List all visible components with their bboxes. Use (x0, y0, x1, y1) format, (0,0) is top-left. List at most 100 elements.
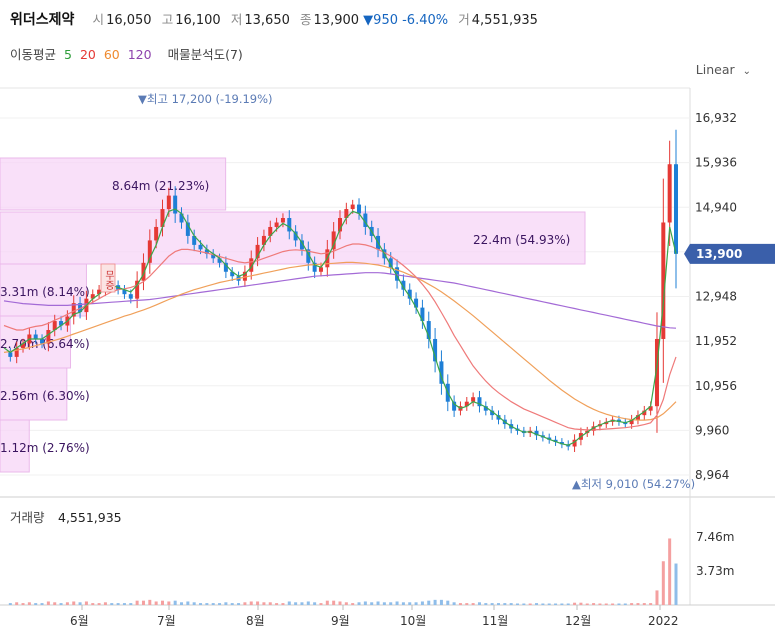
volume-bar (458, 603, 462, 605)
volume-bar (433, 599, 437, 605)
low-label: 저 (230, 12, 243, 27)
volume-bar (21, 603, 25, 605)
volume-bar (642, 603, 646, 605)
volume-bar (503, 603, 507, 605)
candle-body (185, 222, 190, 236)
candle-body (496, 415, 501, 420)
volume-bar (103, 602, 107, 605)
candle-body (52, 321, 57, 331)
candle-body (604, 421, 609, 425)
ma60-legend[interactable]: 60 (103, 47, 120, 62)
candle-body (635, 415, 640, 420)
price-change: ▼950 -6.40% (363, 13, 449, 28)
candle-body (33, 334, 38, 339)
price-tick-label: 9,960 (695, 423, 729, 437)
volume-bar (598, 603, 602, 605)
scale-dropdown[interactable]: Linear ⌄ (696, 62, 751, 77)
total-volume: 4,551,935 (471, 13, 538, 28)
volume-bar (91, 603, 95, 605)
volume-bar (186, 601, 190, 605)
volume-bar (262, 602, 266, 605)
volume-bar (408, 602, 412, 605)
candle-body (179, 213, 184, 223)
volume-bar (243, 602, 247, 605)
volume-bar (351, 603, 355, 605)
candle-body (287, 218, 292, 232)
candle-body (591, 426, 596, 431)
candle-body (274, 222, 279, 227)
candle-body (318, 267, 323, 272)
candle-body (654, 338, 659, 407)
volume-bar (535, 603, 539, 605)
candle-body (306, 249, 311, 263)
volume-bar (655, 590, 659, 605)
candle-body (122, 289, 127, 295)
volume-bar (382, 602, 386, 605)
volume-bar (78, 602, 82, 605)
candle-body (559, 442, 564, 445)
volume-bar (395, 601, 399, 605)
x-tick-label: 7월 (157, 614, 176, 628)
volume-title: 거래량 (10, 510, 45, 525)
candle-body (90, 294, 95, 299)
candle-body (173, 195, 178, 214)
price-tick-label: 10,956 (695, 379, 737, 393)
volume-bar (376, 601, 380, 605)
volume-bar (541, 603, 545, 605)
volume-bar (617, 603, 621, 605)
moving-average-legend: 이동평균 5 20 60 120 매물분석도(7) (10, 44, 247, 63)
ma120-legend[interactable]: 120 (127, 47, 152, 62)
volume-bar (72, 601, 76, 605)
candle-body (471, 397, 476, 402)
event-badge (100, 263, 116, 293)
event-badge-label: 무증 (103, 270, 115, 290)
volume-bar (446, 600, 450, 605)
volume-bar (332, 600, 336, 605)
volume-bar (180, 602, 184, 605)
volume-bar (8, 603, 12, 605)
candle-body (59, 321, 64, 326)
candle-body (674, 164, 678, 254)
volume-bar (592, 603, 596, 605)
volume-bar (496, 603, 500, 605)
volume-bar (547, 603, 551, 605)
volume-bar (522, 603, 526, 605)
close-price: 13,900 (313, 13, 360, 28)
ma20-line (3, 243, 677, 431)
candle-body (439, 361, 444, 384)
candle-body (616, 419, 621, 422)
candle-body (242, 271, 247, 281)
volume-bar (281, 603, 285, 605)
current-price-tag (684, 243, 775, 264)
candle-body (160, 209, 165, 227)
volume-bar (53, 602, 57, 605)
volume-profile-label: 2.56m (6.30%) (0, 389, 90, 403)
candle-body (293, 231, 298, 241)
volume-bar (370, 602, 374, 605)
candle-body (211, 253, 216, 259)
x-tick-label: 6월 (70, 614, 89, 628)
volume-bar (465, 603, 469, 605)
open-price: 16,050 (106, 13, 152, 28)
volume-bar (287, 601, 291, 605)
stock-name: 위더스제약 (10, 12, 75, 28)
volume-tick-label: 7.46m (696, 530, 734, 544)
volume-bar (484, 603, 488, 605)
ma5-legend[interactable]: 5 (64, 47, 72, 62)
volume-bar (649, 603, 653, 605)
volume-bar (275, 603, 279, 605)
volume-profile-legend[interactable]: 매물분석도(7) (167, 47, 243, 62)
x-tick-label: 9월 (331, 614, 350, 628)
candle-body (452, 401, 457, 411)
volume-profile-bar (0, 419, 30, 473)
candle-body (357, 204, 362, 214)
volume-bar (294, 602, 298, 605)
ma20-legend[interactable]: 20 (79, 47, 96, 62)
volume-bar (363, 601, 367, 605)
volume-bar (490, 603, 494, 605)
volume-bar (256, 601, 260, 605)
high-price: 16,100 (175, 13, 221, 28)
volume-bar (306, 601, 310, 605)
candle-body (255, 244, 260, 259)
